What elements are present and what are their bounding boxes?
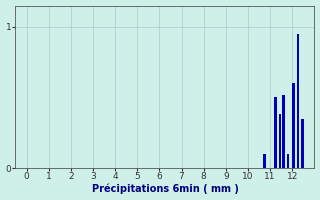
X-axis label: Précipitations 6min ( mm ): Précipitations 6min ( mm ) — [92, 184, 238, 194]
Bar — [292, 83, 295, 168]
Bar — [263, 154, 266, 168]
Bar — [279, 114, 282, 168]
Bar — [297, 34, 299, 168]
Bar — [282, 95, 285, 168]
Bar — [301, 119, 304, 168]
Bar — [286, 154, 289, 168]
Bar — [274, 97, 277, 168]
